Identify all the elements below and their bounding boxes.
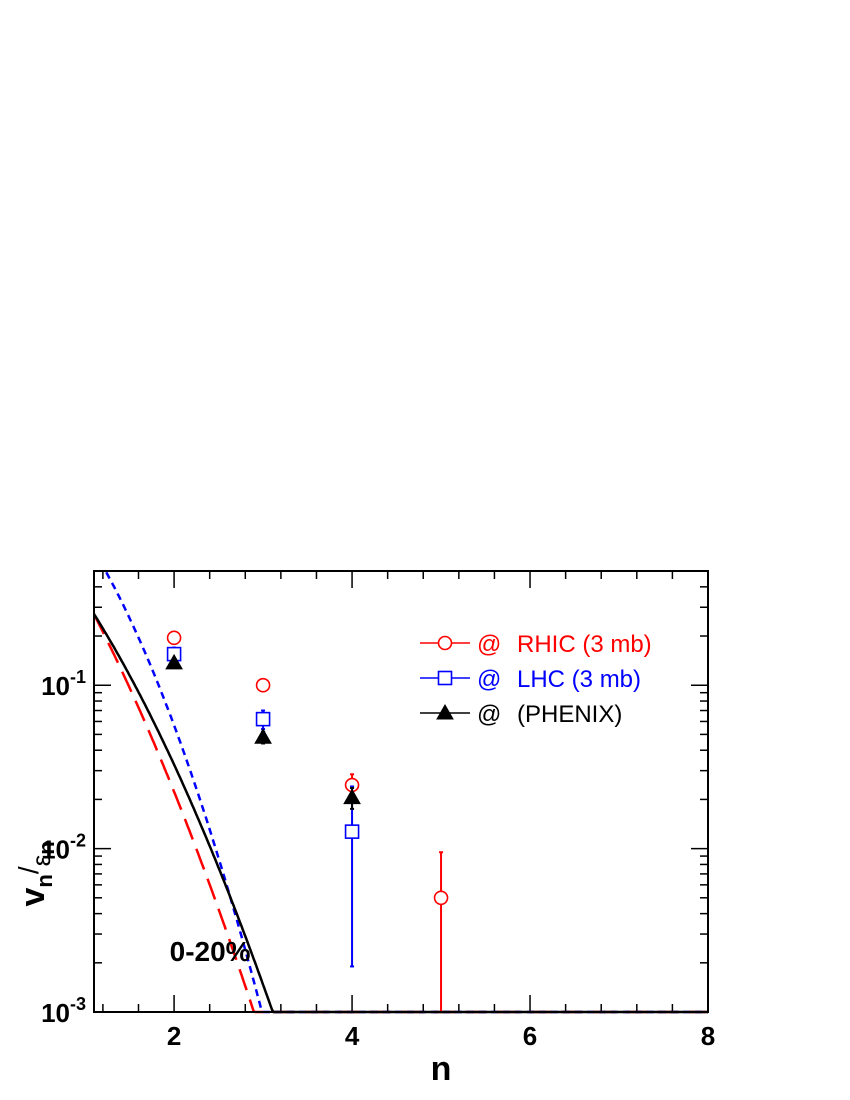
- data-point: [343, 788, 361, 805]
- legend: @ RHIC (3 mb) @ LHC (3 mb) @ (PHENIX): [420, 631, 652, 728]
- legend-marker: [436, 703, 454, 720]
- legend-entry-marker-symbol: @: [477, 631, 501, 658]
- data-point: [344, 824, 360, 839]
- legend-marker: [437, 670, 453, 686]
- y-tick-label-exponent: -3: [70, 994, 86, 1014]
- legend-entry-label: LHC (3 mb): [517, 666, 641, 693]
- data-point: [433, 890, 449, 906]
- data-point: [166, 630, 182, 646]
- y-tick-label: 10-3: [41, 994, 86, 1028]
- plot-frame: [93, 570, 709, 1013]
- legend-entry: @ (PHENIX): [477, 701, 622, 728]
- y-tick-label: 10-2: [41, 831, 86, 865]
- y-axis-title: vn/εn: [13, 841, 59, 906]
- data-point: [255, 711, 271, 727]
- data-point: [165, 653, 183, 670]
- legend-entry-marker-symbol: @: [477, 701, 501, 728]
- y-tick-label-base: 10: [41, 671, 70, 701]
- y-axis-title-main: v: [14, 888, 52, 907]
- y-tick-label-base: 10: [41, 835, 70, 865]
- centrality-annotation: 0-20%: [170, 936, 251, 967]
- legend-entry-marker-symbol: @: [477, 666, 501, 693]
- y-tick-label-exponent: -2: [70, 831, 86, 851]
- data-point: [255, 677, 271, 693]
- y-tick-label: 10-1: [41, 667, 86, 701]
- y-tick-label-base: 10: [41, 998, 70, 1028]
- y-axis-title-slash: /: [13, 866, 44, 874]
- x-tick-label: 2: [167, 1021, 181, 1051]
- x-tick-label: 8: [701, 1021, 715, 1051]
- y-axis-title-den-sub: n: [34, 841, 59, 854]
- x-tick-label: 4: [345, 1021, 360, 1051]
- x-axis-title: n: [431, 1050, 452, 1088]
- legend-entry-label: (PHENIX): [517, 701, 622, 728]
- data-points: [165, 630, 449, 1012]
- x-tick-label: 6: [523, 1021, 537, 1051]
- y-axis-title-den: ε: [26, 854, 56, 866]
- y-axis-title-main-sub: n: [32, 874, 57, 887]
- legend-entry-label: RHIC (3 mb): [517, 631, 652, 658]
- data-point: [254, 728, 272, 744]
- legend-entry: @ RHIC (3 mb): [477, 631, 652, 658]
- legend-marker: [437, 635, 453, 651]
- tick-labels: 2 4 6 810-110-210-3: [41, 667, 715, 1051]
- svg-text:vn/εn: vn/εn: [13, 841, 59, 906]
- legend-entry: @ LHC (3 mb): [477, 666, 641, 693]
- y-tick-label-exponent: -1: [70, 667, 86, 687]
